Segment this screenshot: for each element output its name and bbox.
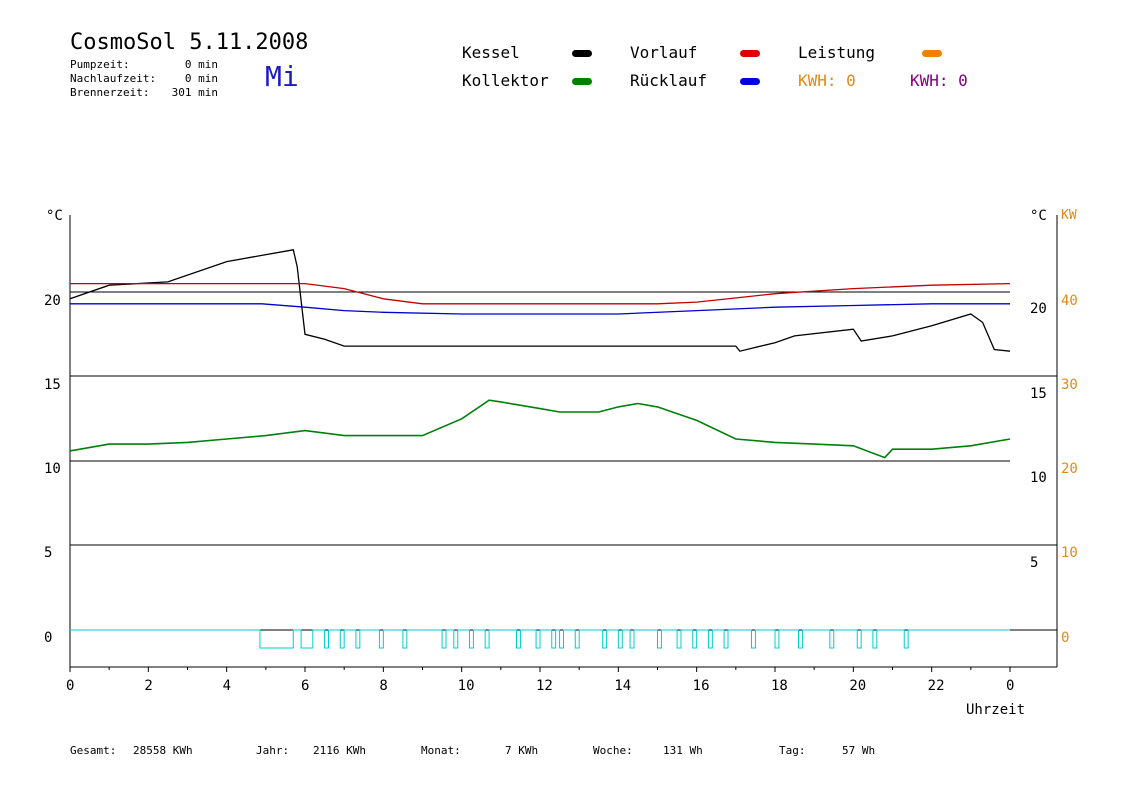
series-leistung bbox=[70, 629, 1010, 649]
x-tick-marks bbox=[69, 667, 1011, 672]
brennerzeit-value: 301 min bbox=[171, 86, 218, 99]
right-kw-unit-label: KW bbox=[1061, 208, 1077, 223]
kw-tick-30: 30 bbox=[1061, 377, 1078, 393]
legend-leistung-label: Leistung bbox=[798, 43, 876, 62]
right-tick-10: 10 bbox=[1030, 470, 1047, 486]
footer-monat-label: Monat: bbox=[421, 744, 461, 757]
series-group bbox=[69, 249, 1011, 649]
pumpzeit-label: Pumpzeit: bbox=[70, 58, 130, 71]
x-tick-label-0: 0 bbox=[66, 678, 75, 694]
x-tick-label-1: 2 bbox=[144, 678, 153, 694]
kw-tick-40: 40 bbox=[1061, 293, 1078, 309]
footer-gesamt-value: 28558 KWh bbox=[133, 744, 193, 757]
x-tick-label-10: 20 bbox=[849, 678, 867, 694]
x-tick-label-7: 14 bbox=[614, 678, 632, 694]
x-tick-label-12: 0 bbox=[1006, 678, 1015, 694]
legend-kessel-swatch bbox=[572, 50, 592, 57]
legend-kollektor-label: Kollektor bbox=[462, 71, 549, 90]
legend-vorlauf-swatch bbox=[740, 50, 760, 57]
footer-tag-label: Tag: bbox=[779, 744, 806, 757]
kw-tick-10: 10 bbox=[1061, 545, 1078, 561]
plot-frame bbox=[69, 215, 1058, 668]
nachlaufzeit-label: Nachlaufzeit: bbox=[70, 72, 157, 85]
legend-kessel-label: Kessel bbox=[462, 43, 520, 62]
legend-vorlauf-label: Vorlauf bbox=[630, 43, 698, 62]
x-tick-label-6: 12 bbox=[536, 678, 553, 694]
footer-gesamt-label: Gesamt: bbox=[70, 744, 117, 757]
x-tick-label-2: 4 bbox=[222, 678, 232, 694]
x-tick-label-9: 18 bbox=[771, 678, 788, 694]
kw-tick-20: 20 bbox=[1061, 461, 1078, 477]
pumpzeit-value: 0 min bbox=[184, 58, 218, 71]
right-tick-15: 15 bbox=[1030, 386, 1047, 402]
x-tick-label-5: 10 bbox=[457, 678, 475, 694]
footer-monat-value: 7 KWh bbox=[505, 744, 539, 757]
x-tick-label-4: 8 bbox=[379, 678, 388, 694]
footer-jahr-label: Jahr: bbox=[256, 744, 290, 757]
footer-tag-value: 57 Wh bbox=[842, 744, 876, 757]
kw-tick-0: 0 bbox=[1061, 630, 1070, 646]
x-tick-label-3: 6 bbox=[301, 678, 310, 694]
legend-ruecklauf-swatch bbox=[740, 78, 760, 85]
x-tick-label-8: 16 bbox=[692, 678, 710, 694]
nachlaufzeit-value: 0 min bbox=[184, 72, 218, 85]
chart-title: CosmoSol 5.11.2008 bbox=[70, 30, 309, 55]
kwh-purple-label: KWH: 0 bbox=[910, 71, 968, 90]
left-tick-15: 15 bbox=[44, 377, 61, 393]
x-axis-label: Uhrzeit bbox=[966, 702, 1026, 718]
left-tick-10: 10 bbox=[44, 461, 61, 477]
legend-leistung-swatch bbox=[922, 50, 942, 57]
right-tick-5: 5 bbox=[1030, 555, 1039, 571]
legend-ruecklauf-label: Rücklauf bbox=[630, 71, 708, 90]
right-unit-label: °C bbox=[1030, 208, 1047, 224]
series-vorlauf bbox=[70, 282, 1011, 305]
series-kessel bbox=[69, 249, 1011, 352]
left-tick-5: 5 bbox=[44, 545, 53, 561]
footer-jahr-value: 2116 KWh bbox=[313, 744, 366, 757]
footer-woche-value: 131 Wh bbox=[663, 744, 703, 757]
weekday-label: Mi bbox=[265, 60, 299, 93]
x-tick-label-11: 22 bbox=[927, 678, 945, 694]
footer-woche-label: Woche: bbox=[593, 744, 633, 757]
brennerzeit-label: Brennerzeit: bbox=[70, 86, 150, 99]
left-tick-0: 0 bbox=[44, 630, 53, 646]
left-unit-label: °C bbox=[46, 208, 63, 224]
series-rcklauf bbox=[70, 303, 1010, 315]
kwh-orange-label: KWH: 0 bbox=[798, 71, 856, 90]
right-tick-20: 20 bbox=[1030, 301, 1047, 317]
series-kollektor bbox=[69, 399, 1011, 459]
legend-kollektor-swatch bbox=[572, 78, 592, 85]
left-tick-20: 20 bbox=[44, 293, 61, 309]
